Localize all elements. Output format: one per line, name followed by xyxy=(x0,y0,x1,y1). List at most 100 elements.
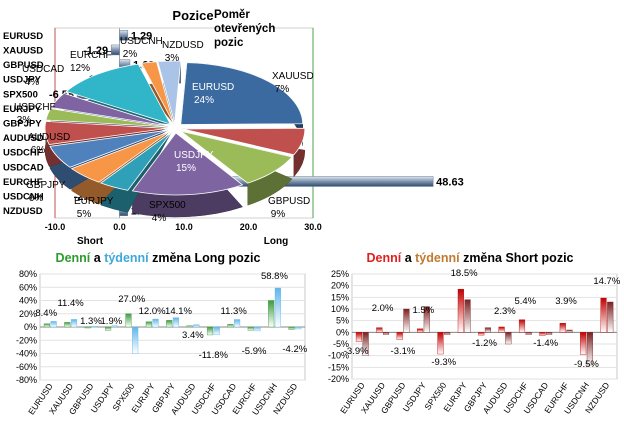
category-label-GBPJPY: GBPJPY xyxy=(3,119,42,130)
y-tick-1: -60% xyxy=(16,362,37,372)
bar-týdenní-GBPJPY xyxy=(484,327,491,333)
value-label-AUDUSD: 3.4% xyxy=(182,330,204,341)
value-label-USDCNH: -9.5% xyxy=(574,359,599,370)
category-label-USDCAD: USDCAD xyxy=(3,162,44,173)
bar-týdenní-XAUUSD xyxy=(382,332,390,335)
x-tick-0: -10.0 xyxy=(45,222,66,232)
category-label-EURCHF: EURCHF xyxy=(3,177,43,188)
pie-slice-SPX500 xyxy=(99,132,172,191)
value-label-GBPUSD: -3.1% xyxy=(391,346,416,357)
title-part-1: a xyxy=(401,251,415,265)
pie-name-EURCHF: EURCHF xyxy=(70,50,112,61)
long-change-panel: Denní a týdenní změna Long pozic -80% -60%… xyxy=(0,244,312,424)
bar-týdenní-EURJPY xyxy=(152,318,159,328)
y-tick-6: 40% xyxy=(19,296,37,306)
bar-týdenní-USDCHF xyxy=(525,332,532,335)
bar-týdenní-NZDUSD xyxy=(607,301,614,333)
chart-title: Pozice xyxy=(172,8,213,23)
bar-týdenní-EURCHF xyxy=(254,326,261,332)
pie-pct-EURJPY: 5% xyxy=(77,209,92,220)
pie-slice-EURUSD xyxy=(180,62,304,125)
value-label-USDCHF: 5.4% xyxy=(514,296,536,307)
pie-slice-GBPJPY xyxy=(49,129,168,168)
pie-name-USDCHF: USDCHF xyxy=(14,102,56,113)
pie-pct-USDJPY: 15% xyxy=(176,163,196,174)
pie-pct-EURUSD: 24% xyxy=(194,95,214,106)
bar-Denní-SPX500 xyxy=(125,313,132,328)
value-label-NZDUSD: 14.7% xyxy=(593,276,620,287)
y-tick-5: 20% xyxy=(19,309,37,319)
title-part-2: týdenní xyxy=(415,251,460,265)
pie-pct-AUDUSD: 6% xyxy=(31,145,46,156)
y-tick-5: 5% xyxy=(336,316,349,326)
bar-Denní-XAUUSD xyxy=(64,322,71,328)
plot-area xyxy=(351,273,618,380)
pie-name-USDJPY: USDJPY xyxy=(174,150,214,161)
pie-slice-EURJPY xyxy=(70,131,170,183)
y-tick-3: -5% xyxy=(333,339,349,349)
bar-týdenní-USDCNH xyxy=(274,287,281,328)
pie-pct-USDCHF: 3% xyxy=(17,115,32,126)
pie-name-GBPJPY: GBPJPY xyxy=(26,180,66,191)
chart-title: Denní a týdenní změna Short pozic xyxy=(367,251,574,265)
bar-týdenní-GBPUSD xyxy=(403,308,410,333)
ratio-pie-panel: Poměr otevřených pozic EURUSD 24% XAUUSD 7% GBP… xyxy=(0,0,314,250)
value-label-USDCNH: 58.8% xyxy=(261,271,288,282)
pie-title-line-0: Poměr xyxy=(214,9,250,21)
x-tick-1: 0.0 xyxy=(113,222,126,232)
bar-týdenní-GBPUSD xyxy=(91,325,98,328)
bar-týdenní-XAUUSD xyxy=(70,319,78,328)
value-label-EURJPY: 12.0% xyxy=(139,306,166,317)
value-label-EURUSD: 8.4% xyxy=(35,308,57,319)
bar-týdenní-SPX500 xyxy=(132,326,139,354)
value-label-GBPJPY: -1.2% xyxy=(472,338,497,349)
value-label-USDCHF: -11.8% xyxy=(199,350,229,361)
title-part-3: změna Long pozic xyxy=(149,251,261,265)
bar-Denní-EURUSD xyxy=(43,323,50,328)
short-change-chart: Denní a týdenní změna Short pozic -20% -15… xyxy=(328,251,621,416)
pie-pct-NZDUSD: 3% xyxy=(165,53,180,64)
bar-týdenní-USDCAD xyxy=(234,319,241,328)
bar-Denní-NZDUSD xyxy=(288,326,295,330)
bar-Denní-USDCAD xyxy=(539,332,546,336)
bar-XAUUSD xyxy=(110,44,120,56)
x-tick-3: 20.0 xyxy=(240,222,258,232)
pie-pct-USDCAD: 4% xyxy=(25,77,40,88)
value-label-EURCHF: -5.9% xyxy=(242,346,267,357)
pie-slice-USDCAD xyxy=(50,92,168,127)
title-part-3: změna Short pozic xyxy=(460,251,574,265)
pie-slice-NZDUSD xyxy=(157,60,182,124)
value-label-EURJPY: 18.5% xyxy=(451,268,478,279)
bar-EURUSD xyxy=(119,30,129,41)
category-label-USDCNH: USDCNH xyxy=(3,192,44,203)
value-label-USDCAD: -1.4% xyxy=(533,338,558,349)
value-label-USDCAD: 11.3% xyxy=(221,306,248,317)
pie-slice-GBPUSD xyxy=(180,130,293,184)
value-label-GBPUSD: 1.3% xyxy=(80,316,102,327)
pie-slice-EURCHF xyxy=(65,63,172,125)
bar-týdenní-NZDUSD xyxy=(295,326,302,330)
bar-Denní-EURJPY xyxy=(145,321,152,328)
pie-pct-XAUUSD: 7% xyxy=(275,84,290,95)
y-tick-8: 80% xyxy=(19,269,37,279)
bar-Denní-GBPJPY xyxy=(478,332,485,336)
category-label-SPX500: SPX500 xyxy=(3,89,38,100)
pie-name-EURUSD: EURUSD xyxy=(192,82,234,93)
value-label-EURUSD: -3.9% xyxy=(344,346,369,357)
y-tick-8: 20% xyxy=(331,281,349,291)
value-label-XAUUSD: -1.29 xyxy=(83,45,108,57)
category-label-NZDUSD: NZDUSD xyxy=(3,206,43,217)
pie-name-NZDUSD: NZDUSD xyxy=(162,40,204,51)
bar-týdenní-AUDUSD xyxy=(193,324,200,328)
value-label-EURCHF: 3.9% xyxy=(555,296,577,307)
value-label-XAUUSD: 2.0% xyxy=(372,303,394,314)
pie-name-EURJPY: EURJPY xyxy=(74,196,114,207)
bar-týdenní-USDCHF xyxy=(213,326,220,336)
title-part-1: a xyxy=(90,251,104,265)
long-change-chart: Denní a týdenní změna Long pozic -80% -60%… xyxy=(16,251,308,417)
bar-týdenní-USDCNH xyxy=(586,332,593,366)
bar-Denní-EURCHF xyxy=(247,326,254,331)
bar-týdenní-EURJPY xyxy=(464,299,471,333)
y-tick-2: -40% xyxy=(16,349,37,359)
x-tick-4: 30.0 xyxy=(304,222,322,232)
